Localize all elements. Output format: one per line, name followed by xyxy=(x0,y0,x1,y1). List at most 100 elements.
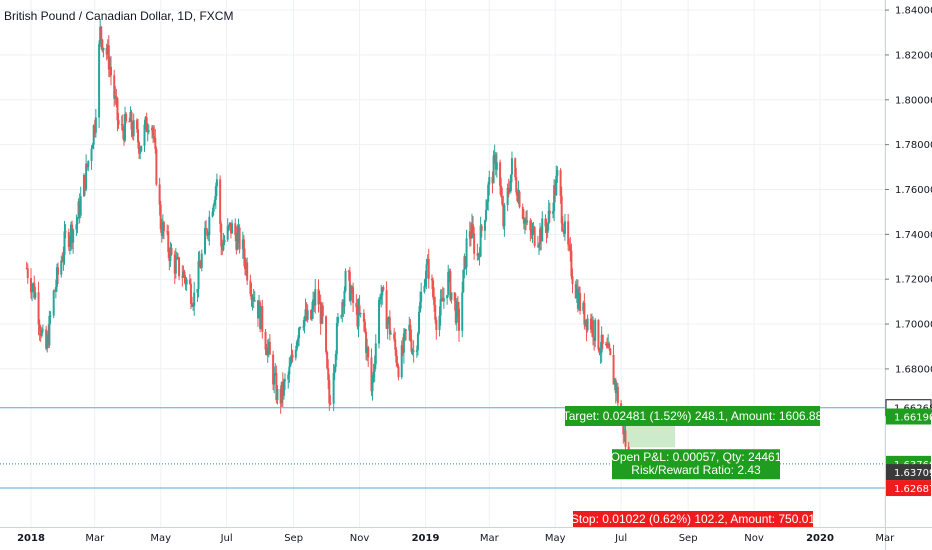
candle-body xyxy=(311,309,314,319)
x-tick-label: Sep xyxy=(679,533,698,544)
candle-body xyxy=(299,327,302,329)
candle-body xyxy=(510,158,513,175)
candle-body xyxy=(37,292,40,325)
candle-body xyxy=(612,355,615,385)
candle-body xyxy=(426,259,429,265)
candle-body xyxy=(208,216,211,236)
pnl-annotation: Open P&L: 0.00057, Qty: 24461 xyxy=(611,450,782,464)
candle-body xyxy=(53,290,56,292)
candle-body xyxy=(522,218,525,224)
candle-body xyxy=(607,343,610,348)
candle-body xyxy=(280,381,283,404)
candle-body xyxy=(131,129,134,137)
candle-body xyxy=(367,347,370,358)
x-tick-label: Mar xyxy=(480,533,500,544)
candle-body xyxy=(49,315,52,317)
candle-body xyxy=(329,403,332,405)
candle-body xyxy=(483,220,486,231)
candle-body xyxy=(231,223,234,234)
x-tick-label: May xyxy=(545,533,566,544)
candle-body xyxy=(317,289,320,305)
candle-body xyxy=(144,117,147,125)
candle-body xyxy=(303,316,306,327)
y-tick-label: 1.80000 xyxy=(895,95,932,106)
candle-body xyxy=(492,155,495,184)
candle-body xyxy=(264,331,267,350)
candle-body xyxy=(502,204,505,227)
candle-body xyxy=(213,199,216,205)
candle-body xyxy=(594,319,597,341)
candle-body xyxy=(479,225,482,257)
candle-body xyxy=(52,290,55,316)
candle-body xyxy=(608,343,611,349)
candle-body xyxy=(170,247,173,255)
candle-body xyxy=(372,371,375,377)
candle-body xyxy=(362,312,365,322)
candle-body xyxy=(221,246,224,251)
candle-body xyxy=(495,162,498,170)
candle-body xyxy=(366,347,369,353)
candle-body xyxy=(559,170,562,196)
candle-body xyxy=(152,127,155,137)
candle-body xyxy=(393,333,396,340)
candle-body xyxy=(115,96,118,99)
candle-body xyxy=(57,267,60,275)
candle-body xyxy=(117,120,120,125)
candle-body xyxy=(60,260,63,275)
candle-body xyxy=(470,224,473,238)
candle-body xyxy=(326,352,329,369)
candle-body xyxy=(424,278,427,287)
candle-body xyxy=(359,312,362,314)
candle-body xyxy=(334,353,337,367)
candle-body xyxy=(430,278,433,281)
candle-body xyxy=(516,192,519,202)
candle-body xyxy=(332,373,335,404)
candle-body xyxy=(276,388,279,401)
candle-body xyxy=(125,114,128,122)
candle-body xyxy=(298,328,301,339)
candle-body xyxy=(116,98,119,121)
candle-body xyxy=(87,160,90,168)
candle-body xyxy=(387,317,390,321)
x-tick-label: Nov xyxy=(744,533,764,544)
candle-body xyxy=(615,386,618,394)
candles xyxy=(25,19,630,464)
candle-body xyxy=(287,374,290,380)
candle-body xyxy=(531,228,534,236)
candle-body xyxy=(100,26,103,40)
candle-body xyxy=(570,250,573,277)
candle-body xyxy=(237,227,240,233)
x-tick-label: 2020 xyxy=(806,533,834,544)
candle-body xyxy=(335,323,338,354)
candle-body xyxy=(410,339,413,352)
candle-body xyxy=(598,349,601,354)
candle-body xyxy=(585,319,588,331)
candle-body xyxy=(461,292,464,331)
candle-body xyxy=(529,220,532,231)
candle-body xyxy=(473,233,476,254)
candle-body xyxy=(434,305,437,320)
candle-body xyxy=(319,301,322,324)
candle-body xyxy=(162,222,165,232)
candle-body xyxy=(122,131,125,141)
candle-body xyxy=(181,276,184,278)
candle-body xyxy=(599,352,602,354)
candle-body xyxy=(328,380,331,404)
candle-body xyxy=(128,121,131,123)
price-label-stop-bg xyxy=(886,480,931,497)
candle-body xyxy=(425,264,428,279)
x-tick-label: May xyxy=(150,533,171,544)
candle-body xyxy=(567,221,570,245)
target-annotation: Target: 0.02481 (1.52%) 248.1, Amount: 1… xyxy=(563,409,823,423)
candle-body xyxy=(382,287,385,291)
candle-body xyxy=(75,224,78,230)
candle-body xyxy=(432,280,435,298)
candle-body xyxy=(106,45,109,55)
candle-body xyxy=(499,162,502,187)
candle-body xyxy=(82,174,85,197)
candle-body xyxy=(274,373,277,375)
candle-body xyxy=(355,303,358,308)
candle-body xyxy=(222,242,225,251)
candle-body xyxy=(546,223,549,233)
